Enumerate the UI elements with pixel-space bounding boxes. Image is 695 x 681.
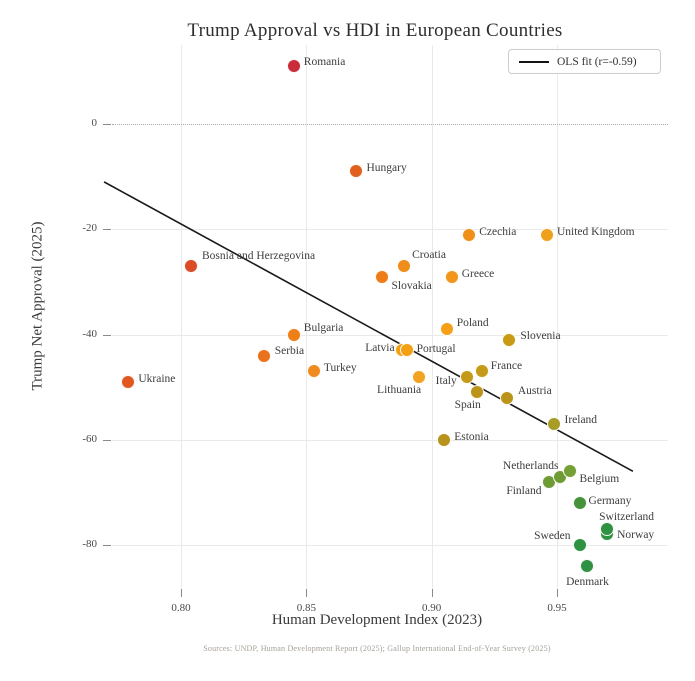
data-point [412,369,427,384]
point-label: Belgium [579,473,620,486]
y-tick-mark [103,545,111,546]
data-point [547,416,562,431]
y-gridline [112,334,668,336]
data-point [399,343,414,358]
data-point [459,369,474,384]
data-point [600,522,615,537]
x-tick-label: 0.95 [547,602,567,614]
x-tick-label: 0.80 [171,602,191,614]
data-point [121,374,136,389]
x-tick-mark [557,589,558,597]
data-point [256,348,271,363]
y-tick-mark [103,334,111,336]
data-point [184,259,199,274]
data-point [437,432,452,447]
data-point [444,269,459,284]
y-tick-label: -40 [82,327,97,340]
data-point [439,322,454,337]
point-label: Greece [461,267,495,280]
point-label: Netherlands [502,459,559,472]
data-point [562,464,577,479]
point-label: Slovakia [391,279,432,292]
data-point [462,227,477,242]
point-label: France [490,360,523,373]
point-label: Serbia [274,344,305,357]
point-label: Lithuania [377,383,422,396]
data-point [580,559,595,574]
data-point [469,385,484,400]
point-label: Italy [435,374,457,387]
y-gridline [112,439,668,441]
point-label: Croatia [412,249,446,262]
x-tick-mark [181,589,182,597]
y-tick-label: -20 [82,222,97,235]
point-label: Estonia [454,430,489,443]
data-point [397,259,412,274]
x-gridline [306,45,308,589]
data-point [306,364,321,379]
y-gridline-zero [112,124,668,125]
y-axis-label: Trump Net Approval (2025) [29,221,46,391]
point-label: Bulgaria [303,321,344,334]
point-label: United Kingdom [556,225,635,238]
point-label: Sweden [534,530,571,542]
x-gridline [431,45,433,589]
point-label: Norway [617,529,655,542]
y-gridline [112,545,668,546]
point-label: Czechia [479,225,517,238]
data-point [349,164,364,179]
legend: OLS fit (r=-0.59) [508,49,661,74]
data-point [539,227,554,242]
source-note: Sources: UNDP, Human Development Report … [203,644,551,653]
data-point [374,269,389,284]
x-tick-label: 0.85 [296,602,316,614]
y-tick-mark [103,124,111,125]
y-tick-label: -80 [82,538,97,550]
point-label: Germany [588,494,632,507]
x-tick-label: 0.90 [422,602,442,614]
x-tick-mark [431,589,433,597]
x-gridline [181,45,182,589]
x-axis-label: Human Development Index (2023) [271,612,483,628]
data-point [572,495,587,510]
point-label: Finland [506,484,542,497]
point-label: Denmark [566,576,609,589]
point-label: Turkey [323,362,357,375]
point-label: Austria [517,384,552,397]
point-label: Hungary [366,162,407,175]
point-label: Poland [456,317,489,330]
y-tick-label: -60 [82,432,97,445]
legend-line-swatch [519,60,549,63]
data-point [499,390,514,405]
y-tick-mark [103,229,111,231]
point-label: Romania [303,56,346,69]
point-label: Switzerland [599,511,655,524]
data-point [286,327,301,342]
chart-title: Trump Approval vs HDI in European Countr… [187,20,563,41]
data-point [572,538,587,552]
data-point [286,59,301,74]
point-label: Ukraine [138,372,176,385]
x-tick-mark [306,589,308,597]
point-label: Slovenia [520,329,561,342]
data-point [502,332,517,347]
data-point [474,364,489,379]
point-label: Ireland [564,413,598,426]
x-gridline [557,45,558,589]
point-label: Spain [454,399,481,412]
y-tick-mark [103,439,111,441]
point-label: Bosnia and Herzegovina [202,250,316,263]
y-tick-label: 0 [91,117,98,129]
point-label: Portugal [416,343,456,356]
legend-label: OLS fit (r=-0.59) [557,55,637,68]
point-label: Latvia [365,342,395,355]
